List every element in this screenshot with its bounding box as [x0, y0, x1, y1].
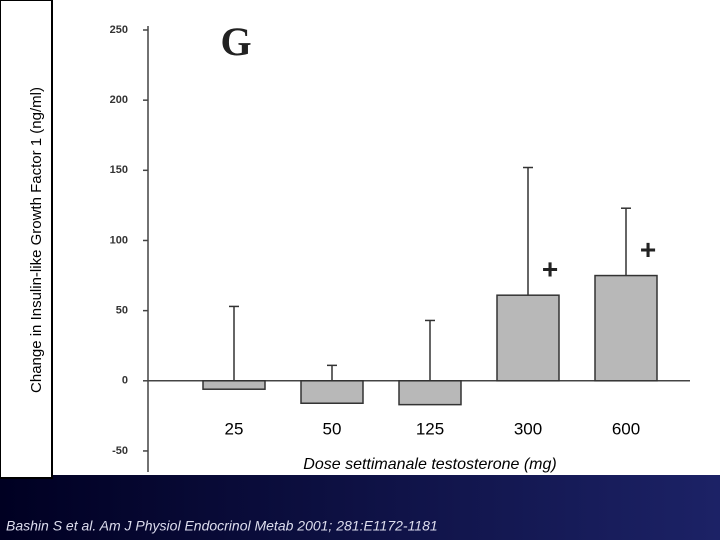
bar	[398, 380, 462, 406]
y-axis-label: Change in Insulin-like Growth Factor 1 (…	[28, 87, 45, 393]
bar	[202, 380, 266, 390]
significance-mark: +	[640, 234, 656, 265]
citation: Bashin S et al. Am J Physiol Endocrinol …	[6, 518, 438, 534]
x-tick-label: 125	[416, 419, 444, 438]
bar	[496, 294, 560, 382]
footer-band	[0, 475, 720, 540]
x-tick-label: 600	[612, 419, 640, 438]
x-axis-label: Dose settimanale testosterone (mg)	[303, 456, 556, 473]
panel-letter: G	[220, 19, 251, 64]
y-tick-label: 200	[110, 94, 128, 106]
significance-mark: +	[542, 254, 558, 285]
y-tick-label: 250	[110, 24, 128, 36]
y-label-box	[0, 0, 53, 479]
y-tick-label: 50	[116, 305, 128, 317]
x-tick-label: 25	[225, 419, 244, 438]
y-tick-label: 150	[110, 164, 128, 176]
x-tick-label: 300	[514, 419, 542, 438]
x-tick-label: 50	[323, 419, 342, 438]
bar	[300, 380, 364, 404]
bar	[594, 274, 658, 382]
y-tick-label: -50	[112, 445, 128, 457]
y-tick-label: 100	[110, 234, 128, 246]
y-tick-label: 0	[122, 375, 128, 387]
